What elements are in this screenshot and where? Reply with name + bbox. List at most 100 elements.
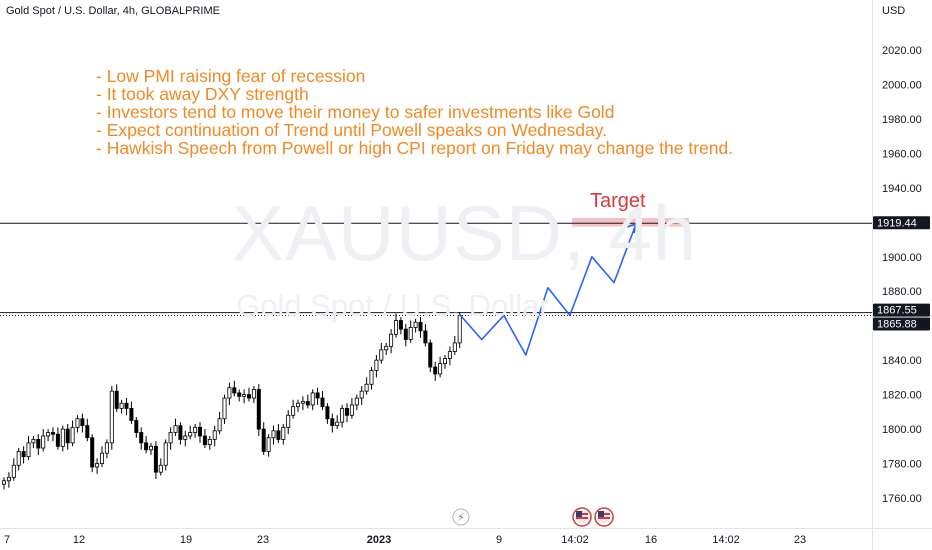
candle[interactable] <box>227 387 232 399</box>
candle[interactable] <box>6 476 11 482</box>
candle[interactable] <box>144 442 149 451</box>
candle[interactable] <box>442 358 447 364</box>
candle[interactable] <box>51 432 56 435</box>
candle[interactable] <box>119 402 124 409</box>
candle[interactable] <box>256 389 261 430</box>
candle[interactable] <box>276 430 281 440</box>
candle[interactable] <box>139 432 144 444</box>
candle[interactable] <box>403 328 408 340</box>
candle[interactable] <box>389 333 394 347</box>
candle[interactable] <box>393 320 398 335</box>
analysis-note[interactable]: - Low PMI raising fear of recession - It… <box>96 67 733 157</box>
candle[interactable] <box>418 321 423 332</box>
candle[interactable] <box>330 418 335 427</box>
candle[interactable] <box>104 442 109 454</box>
projection-path[interactable] <box>459 223 637 356</box>
candle[interactable] <box>384 345 389 351</box>
candle[interactable] <box>251 389 256 399</box>
candle[interactable] <box>379 349 384 361</box>
candle[interactable] <box>65 428 70 444</box>
candle[interactable] <box>261 428 266 452</box>
candle[interactable] <box>217 418 222 432</box>
candle[interactable] <box>178 425 183 440</box>
candle[interactable] <box>55 433 60 447</box>
candle[interactable] <box>100 452 105 464</box>
candle[interactable] <box>300 401 305 404</box>
candle[interactable] <box>335 421 340 427</box>
candle[interactable] <box>129 407 134 421</box>
candle[interactable] <box>428 342 433 368</box>
candle[interactable] <box>340 407 345 423</box>
candle[interactable] <box>310 392 315 406</box>
candle[interactable] <box>281 426 286 440</box>
candle[interactable] <box>2 480 7 485</box>
candle[interactable] <box>271 430 276 439</box>
candle[interactable] <box>21 451 26 458</box>
candle[interactable] <box>109 390 114 444</box>
candle[interactable] <box>134 420 139 433</box>
candle[interactable] <box>452 342 457 352</box>
candle[interactable] <box>11 464 16 478</box>
candle[interactable] <box>183 435 188 440</box>
candle[interactable] <box>413 321 418 328</box>
candle[interactable] <box>433 366 438 375</box>
candle[interactable] <box>232 387 237 394</box>
candle[interactable] <box>202 435 207 445</box>
candle[interactable] <box>305 401 310 406</box>
target-zone[interactable] <box>572 218 689 227</box>
candle[interactable] <box>193 426 198 433</box>
dividend-event-icon[interactable] <box>452 508 470 526</box>
candle[interactable] <box>423 330 428 344</box>
candle[interactable] <box>158 464 163 473</box>
candle[interactable] <box>222 397 227 420</box>
candle[interactable] <box>46 432 51 437</box>
candle[interactable] <box>173 425 178 433</box>
candle[interactable] <box>359 390 364 399</box>
candle[interactable] <box>90 437 95 468</box>
candle[interactable] <box>286 414 291 428</box>
candle[interactable] <box>438 363 443 375</box>
candle[interactable] <box>242 394 247 397</box>
candle[interactable] <box>60 428 65 447</box>
candle[interactable] <box>320 397 325 408</box>
candle[interactable] <box>447 351 452 359</box>
candle[interactable] <box>95 463 100 468</box>
candle[interactable] <box>168 432 173 444</box>
candle[interactable] <box>36 439 41 449</box>
candle[interactable] <box>80 418 85 427</box>
candle[interactable] <box>197 426 202 437</box>
candle[interactable] <box>374 359 379 371</box>
candle[interactable] <box>291 406 296 416</box>
candle[interactable] <box>163 442 168 466</box>
candle[interactable] <box>295 402 300 408</box>
candle[interactable] <box>325 406 330 420</box>
candle[interactable] <box>26 442 31 458</box>
candle[interactable] <box>349 404 354 416</box>
candle[interactable] <box>124 402 129 409</box>
candle[interactable] <box>31 439 36 444</box>
candle[interactable] <box>153 445 158 473</box>
symbol-title[interactable]: Gold Spot / U.S. Dollar, 4h, GLOBALPRIME <box>6 5 220 17</box>
target-label[interactable]: Target <box>590 190 646 212</box>
candle[interactable] <box>207 439 212 445</box>
candle[interactable] <box>354 397 359 406</box>
candle[interactable] <box>188 432 193 437</box>
candle[interactable] <box>148 445 153 451</box>
candle[interactable] <box>246 394 251 399</box>
candle[interactable] <box>237 392 242 397</box>
candle[interactable] <box>364 383 369 392</box>
candle[interactable] <box>266 437 271 452</box>
candle[interactable] <box>85 425 90 439</box>
candle[interactable] <box>16 451 21 466</box>
candle[interactable] <box>41 435 46 449</box>
candle[interactable] <box>369 370 374 385</box>
candle[interactable] <box>344 407 349 416</box>
candle[interactable] <box>70 426 75 444</box>
candle[interactable] <box>315 392 320 399</box>
candle[interactable] <box>408 327 413 340</box>
candle[interactable] <box>114 390 119 409</box>
currency-label[interactable]: USD <box>882 5 906 17</box>
candle[interactable] <box>75 418 80 428</box>
candle[interactable] <box>212 430 217 440</box>
